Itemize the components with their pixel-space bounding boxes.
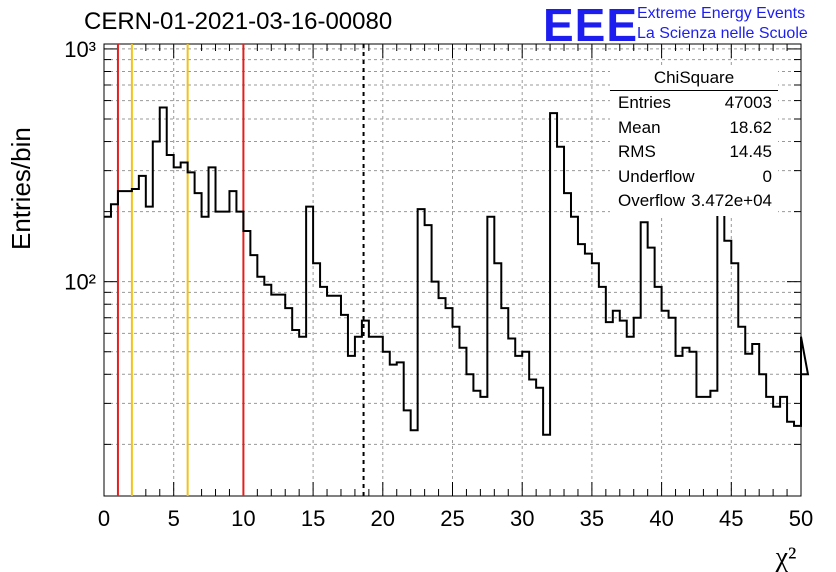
stats-row: RMS 14.45 [610, 142, 778, 167]
stats-value: 0 [762, 166, 772, 186]
y-tick-label: 10² [64, 270, 96, 295]
chart-title: CERN-01-2021-03-16-00080 [84, 8, 393, 35]
stats-key: Entries [618, 93, 671, 112]
stats-value: 14.45 [729, 142, 772, 161]
stats-row: Overflow 3.472e+04 [610, 191, 778, 216]
x-tick-label: 0 [98, 506, 110, 531]
stats-key: Mean [618, 117, 661, 137]
logo-caption-line2: La Scienza nelle Scuole [637, 25, 808, 42]
x-tick-label: 10 [231, 506, 255, 531]
stats-value: 47003 [724, 93, 772, 112]
x-tick-label: 40 [649, 506, 673, 531]
histogram-line [104, 106, 810, 436]
eee-logo: EEE [543, 0, 639, 51]
stats-box: ChiSquare Entries 47003 Mean 18.62 RMS 14.4… [610, 68, 778, 216]
axis-ticks [103, 44, 802, 496]
stats-key: Underflow [618, 166, 695, 186]
x-tick-label: 30 [510, 506, 534, 531]
logo-caption-line1: Extreme Energy Events [637, 5, 806, 22]
stats-value: 18.62 [729, 117, 772, 137]
y-tick-label: 10³ [64, 37, 96, 62]
x-tick-label: 25 [440, 506, 464, 531]
stats-key: Overflow [618, 191, 686, 210]
x-tick-labels: 0 5 10 15 20 25 30 35 40 45 50 [98, 506, 813, 531]
y-tick-labels: 10² 10³ [64, 37, 96, 295]
logo-caption: Extreme Energy Events La Scienza nelle S… [637, 4, 808, 44]
stats-title: ChiSquare [610, 68, 778, 91]
x-tick-label: 35 [580, 506, 604, 531]
x-tick-label: 20 [371, 506, 395, 531]
x-tick-label: 45 [719, 506, 743, 531]
x-tick-label: 15 [301, 506, 325, 531]
x-axis-label: χ² [775, 542, 797, 572]
marker-lines [116, 44, 365, 496]
y-axis-label: Entries/bin [6, 127, 36, 250]
stats-row: Mean 18.62 [610, 118, 778, 143]
stats-row: Entries 47003 [610, 93, 778, 118]
x-tick-label: 50 [789, 506, 813, 531]
x-tick-label: 5 [168, 506, 180, 531]
stats-value: 3.472e+04 [691, 191, 772, 210]
stats-row: Underflow 0 [610, 167, 778, 192]
stats-key: RMS [618, 142, 656, 161]
